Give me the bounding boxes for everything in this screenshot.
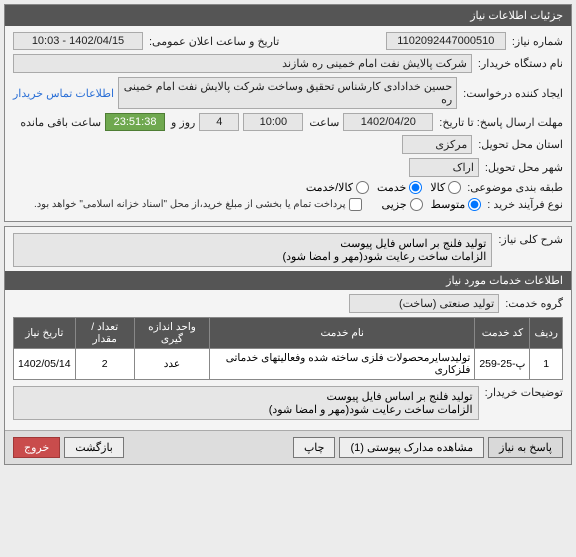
cat-service-radio[interactable]: [409, 181, 422, 194]
th-unit: واحد اندازه گیری: [134, 318, 209, 349]
deadline-date: 1402/04/20: [343, 113, 433, 131]
attachments-button[interactable]: مشاهده مدارک پیوستی (1): [339, 437, 484, 458]
buyer-notes-value: تولید فلنج بر اساس فایل پیوست الزامات سا…: [13, 386, 479, 420]
proc-mid-label: متوسط: [431, 198, 466, 211]
need-details-panel: جزئیات اطلاعات نیاز شماره نیاز: 11020924…: [4, 4, 572, 222]
creator-label: ایجاد کننده درخواست:: [463, 87, 563, 100]
service-group-value: تولید صنعتی (ساخت): [349, 294, 499, 313]
cell-name: تولیدسایرمحصولات فلزی ساخته شده وفعالیته…: [210, 349, 475, 380]
deadline-label: مهلت ارسال پاسخ: تا تاریخ:: [439, 116, 563, 129]
buyer-notes-label: توضیحات خریدار:: [485, 386, 563, 399]
process-label: نوع فرآیند خرید :: [487, 198, 563, 211]
partial-payment-note: پرداخت تمام یا بخشی از مبلغ خرید،از محل …: [34, 199, 346, 210]
remain-label: ساعت باقی مانده: [20, 116, 101, 129]
announce-dt-value: 1402/04/15 - 10:03: [13, 32, 143, 50]
proc-part-radio[interactable]: [410, 198, 423, 211]
partial-payment-checkbox[interactable]: [349, 198, 362, 211]
cat-service-label: خدمت: [377, 181, 406, 194]
proc-mid-radio[interactable]: [468, 198, 481, 211]
buyer-contact-link[interactable]: اطلاعات تماس خریدار: [13, 87, 114, 100]
cat-goods-radio[interactable]: [448, 181, 461, 194]
cell-code: پ-25-259: [475, 349, 530, 380]
announce-dt-label: تاریخ و ساعت اعلان عمومی:: [149, 35, 279, 48]
days-and-label: روز و: [171, 116, 195, 129]
back-button[interactable]: بازگشت: [64, 437, 124, 458]
th-name: نام خدمت: [210, 318, 475, 349]
creator-value: حسین خدادادی کارشناس تحقیق وساخت شرکت پا…: [118, 77, 457, 109]
countdown: 23:51:38: [105, 113, 165, 131]
services-table: ردیف کد خدمت نام خدمت واحد اندازه گیری ت…: [13, 317, 563, 380]
cat-goods-service-radio[interactable]: [356, 181, 369, 194]
need-no-value: 1102092447000510: [386, 32, 506, 50]
proc-part-option[interactable]: جزیی: [382, 198, 423, 211]
services-info-header: اطلاعات خدمات مورد نیاز: [5, 271, 571, 290]
province-label: استان محل تحویل:: [478, 138, 563, 151]
cell-unit: عدد: [134, 349, 209, 380]
th-row: ردیف: [530, 318, 563, 349]
description-panel: شرح کلی نیاز: تولید فلنج بر اساس فایل پی…: [4, 226, 572, 465]
cell-idx: 1: [530, 349, 563, 380]
service-group-label: گروه خدمت:: [505, 297, 563, 310]
proc-mid-option[interactable]: متوسط: [431, 198, 482, 211]
cell-qty: 2: [75, 349, 134, 380]
button-bar: پاسخ به نیاز مشاهده مدارک پیوستی (1) چاپ…: [5, 430, 571, 464]
days-remaining: 4: [199, 113, 239, 131]
subject-cat-group: کالا خدمت کالا/خدمت: [306, 181, 461, 194]
process-group: متوسط جزیی: [382, 198, 482, 211]
th-code: کد خدمت: [475, 318, 530, 349]
main-desc-label: شرح کلی نیاز:: [498, 233, 563, 246]
exit-button[interactable]: خروج: [13, 437, 60, 458]
cell-date: 1402/05/14: [14, 349, 76, 380]
panel-title: جزئیات اطلاعات نیاز: [5, 5, 571, 26]
cat-goods-service-option[interactable]: کالا/خدمت: [306, 181, 369, 194]
deadline-time: 10:00: [243, 113, 303, 131]
city-value: اراک: [409, 158, 479, 177]
reply-button[interactable]: پاسخ به نیاز: [488, 437, 563, 458]
partial-payment-option[interactable]: پرداخت تمام یا بخشی از مبلغ خرید،از محل …: [34, 198, 362, 211]
buyer-value: شرکت پالایش نفت امام خمینی ره شازند: [13, 54, 472, 73]
th-qty: تعداد / مقدار: [75, 318, 134, 349]
table-row: 1 پ-25-259 تولیدسایرمحصولات فلزی ساخته ش…: [14, 349, 563, 380]
cat-goods-service-label: کالا/خدمت: [306, 181, 353, 194]
subject-cat-label: طبقه بندی موضوعی:: [467, 181, 563, 194]
th-date: تاریخ نیاز: [14, 318, 76, 349]
cat-goods-option[interactable]: کالا: [430, 181, 461, 194]
city-label: شهر محل تحویل:: [485, 161, 563, 174]
main-desc-value: تولید فلنج بر اساس فایل پیوست الزامات سا…: [13, 233, 492, 267]
cat-goods-label: کالا: [430, 181, 445, 194]
print-button[interactable]: چاپ: [293, 437, 336, 458]
buyer-label: نام دستگاه خریدار:: [478, 57, 563, 70]
province-value: مرکزی: [402, 135, 472, 154]
proc-part-label: جزیی: [382, 198, 407, 211]
need-no-label: شماره نیاز:: [512, 35, 563, 48]
hour-label-1: ساعت: [309, 116, 339, 129]
cat-service-option[interactable]: خدمت: [377, 181, 422, 194]
